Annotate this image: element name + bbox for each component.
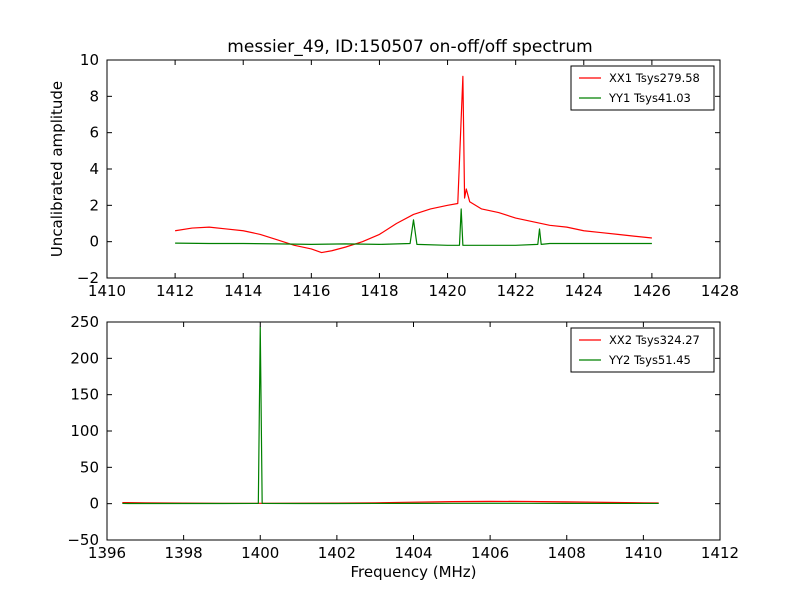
bottom-x-tick-label: 1398 (165, 544, 203, 562)
top-y-tick-label: 0 (89, 233, 99, 251)
top-x-tick-label: 1418 (360, 282, 398, 300)
chart-title: messier_49, ID:150507 on-off/off spectru… (227, 37, 592, 57)
bottom-y-tick-label: 200 (70, 349, 99, 367)
bottom-y-tick-label: −50 (67, 531, 99, 549)
bottom-x-tick-label: 1412 (701, 544, 739, 562)
bottom-x-tick-label: 1400 (241, 544, 279, 562)
bottom-x-axis-label: Frequency (MHz) (350, 563, 476, 581)
top-y-tick-label: 2 (89, 196, 99, 214)
top-legend-label-2: YY1 Tsys41.03 (608, 91, 691, 105)
top-x-tick-label: 1414 (224, 282, 262, 300)
bottom-y-tick-label: 0 (89, 495, 99, 513)
top-series-line-1 (175, 75, 652, 254)
bottom-x-tick-label: 1402 (318, 544, 356, 562)
top-y-tick-label: 8 (89, 87, 99, 105)
top-series-line-2 (175, 208, 652, 246)
top-legend-label-1: XX1 Tsys279.58 (609, 71, 700, 85)
top-legend (570, 65, 715, 111)
top-x-tick-label: 1412 (156, 282, 194, 300)
bottom-y-tick-label: 50 (80, 458, 99, 476)
top-x-tick-label: 1410 (88, 282, 126, 300)
top-x-tick-label: 1420 (428, 282, 466, 300)
bottom-series-line-2 (122, 326, 659, 505)
bottom-x-tick-label: 1396 (88, 544, 126, 562)
top-y-axis-label: Uncalibrated amplitude (48, 81, 66, 257)
bottom-y-tick-label: 150 (70, 386, 99, 404)
bottom-x-tick-label: 1406 (471, 544, 509, 562)
bottom-legend (570, 327, 715, 373)
top-x-tick-label: 1422 (497, 282, 535, 300)
bottom-x-tick-label: 1410 (624, 544, 662, 562)
bottom-y-tick-label: 250 (70, 313, 99, 331)
bottom-panel: 1396 1398 1400 1402 1404 1406 1408 1410 1412 −50 0… (67, 313, 739, 581)
bottom-legend-label-2: YY2 Tsys51.45 (608, 353, 691, 367)
top-y-tick-label: −2 (77, 269, 99, 287)
top-x-tick-label: 1424 (565, 282, 603, 300)
top-y-tick-label: 6 (89, 124, 99, 142)
bottom-y-tick-label: 100 (70, 422, 99, 440)
top-y-tick-label: 10 (80, 51, 99, 69)
top-x-tick-label: 1416 (292, 282, 330, 300)
bottom-legend-label-1: XX2 Tsys324.27 (609, 333, 700, 347)
bottom-x-tick-label: 1408 (548, 544, 586, 562)
top-x-tick-label: 1426 (633, 282, 671, 300)
bottom-x-tick-label: 1404 (394, 544, 432, 562)
top-x-tick-label: 1428 (701, 282, 739, 300)
top-panel: 1410 1412 1414 1416 1418 1420 1422 1424 1426 1428… (48, 51, 739, 300)
top-y-tick-label: 4 (89, 160, 99, 178)
